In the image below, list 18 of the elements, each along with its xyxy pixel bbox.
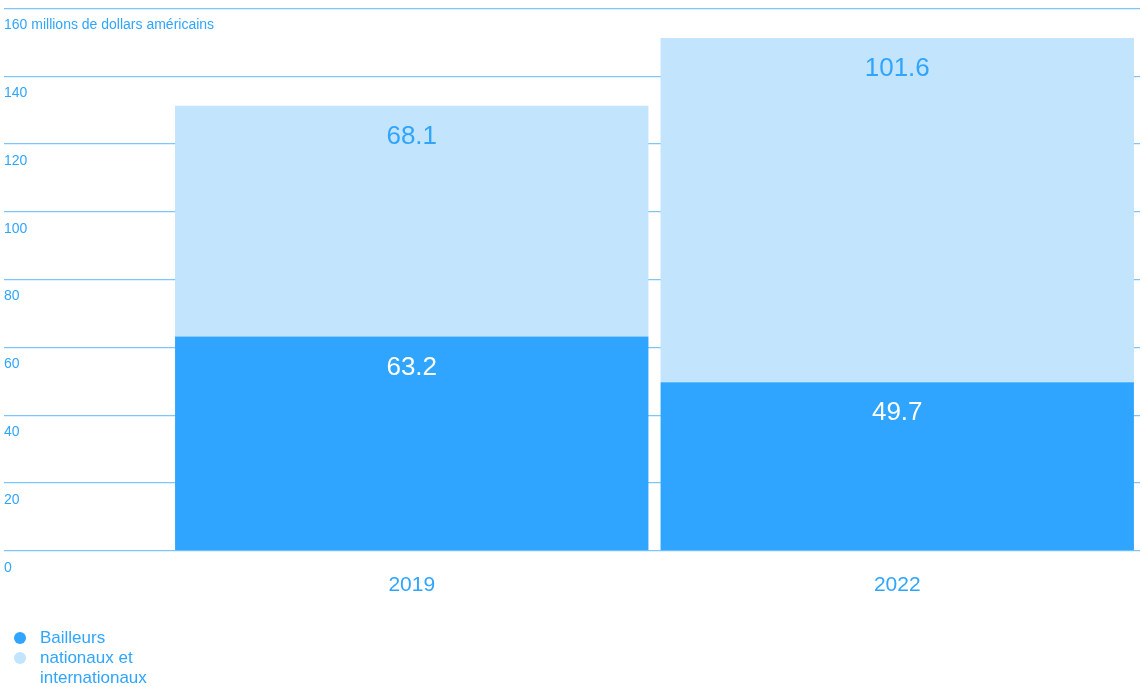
y-tick-label: 120 — [4, 151, 28, 168]
y-tick-label: 60 — [4, 355, 20, 372]
y-tick-label: 0 — [4, 558, 12, 575]
y-tick-label: 100 — [4, 219, 28, 236]
y-tick-label: 80 — [4, 287, 20, 304]
data-label: 63.2 — [386, 350, 438, 381]
data-label: 49.7 — [871, 396, 923, 427]
data-label: 101.6 — [864, 52, 930, 83]
y-axis-title: millions de dollars américains — [31, 16, 215, 33]
data-label: 68.1 — [386, 119, 438, 150]
y-tick-label: 40 — [4, 423, 20, 440]
y-tick-label: 20 — [4, 490, 20, 507]
legend-label: nationaux et internationaux — [40, 648, 148, 687]
y-tick-label: 160 — [4, 16, 28, 33]
y-tick-label: 140 — [4, 84, 28, 101]
x-tick-label: 2019 — [388, 572, 436, 596]
x-tick-label: 2022 — [873, 572, 921, 596]
legend-label: Bailleurs — [40, 628, 106, 648]
